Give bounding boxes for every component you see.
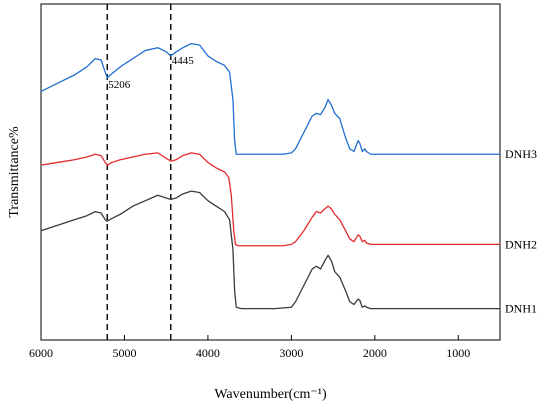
y-axis-title: Transmittance% [7,126,22,218]
plot-frame [40,3,501,341]
x-tick-label: 3000 [279,346,303,360]
series-line-dnh3 [40,42,500,155]
series-line-dnh2 [40,152,500,247]
series-line-dnh1 [40,190,500,310]
annotation-label-4445: 4445 [172,55,195,67]
x-tick-label: 4000 [196,346,220,360]
x-tick-label: 6000 [29,346,53,360]
series-label-dnh3: DNH3 [505,147,537,161]
x-tick-label: 2000 [363,346,387,360]
annotation-label-5206: 5206 [108,79,131,91]
plot-area: 6000 5000 4000 3000 2000 1000 DNH3 DNH2 DNH1 5206… [29,3,537,360]
series-label-dnh1: DNH1 [505,302,537,316]
x-axis-title: Wavenumber(cm⁻¹) [214,387,327,402]
x-tick-label: 1000 [446,346,470,360]
x-tick-label: 5000 [112,346,136,360]
series-label-dnh2: DNH2 [505,237,537,251]
